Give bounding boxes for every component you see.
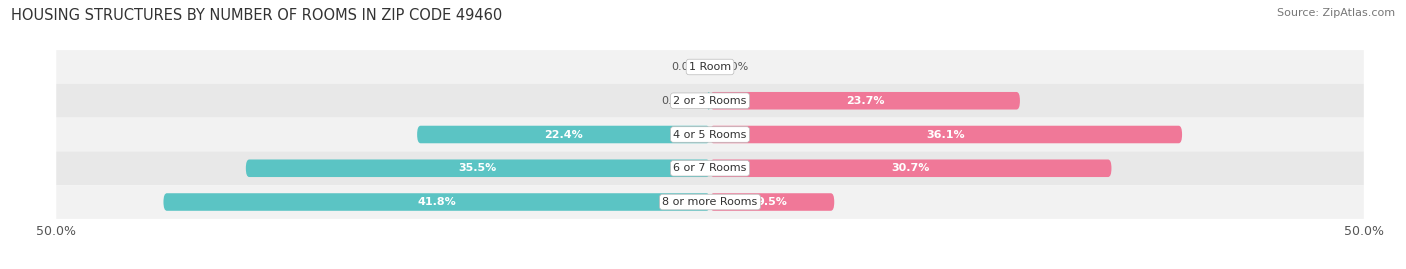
Text: 0.0%: 0.0%	[720, 62, 749, 72]
Text: 8 or more Rooms: 8 or more Rooms	[662, 197, 758, 207]
FancyBboxPatch shape	[56, 185, 1364, 219]
FancyBboxPatch shape	[710, 160, 1112, 177]
Text: 35.5%: 35.5%	[458, 163, 498, 173]
Text: 1 Room: 1 Room	[689, 62, 731, 72]
FancyBboxPatch shape	[710, 92, 1019, 109]
FancyBboxPatch shape	[246, 160, 710, 177]
FancyBboxPatch shape	[56, 151, 1364, 185]
Text: 30.7%: 30.7%	[891, 163, 929, 173]
FancyBboxPatch shape	[418, 126, 710, 143]
FancyBboxPatch shape	[710, 126, 1182, 143]
FancyBboxPatch shape	[56, 50, 1364, 84]
Legend: Owner-occupied, Renter-occupied: Owner-occupied, Renter-occupied	[574, 264, 846, 269]
Text: 41.8%: 41.8%	[418, 197, 456, 207]
Text: 22.4%: 22.4%	[544, 129, 583, 140]
Text: 0.0%: 0.0%	[671, 62, 700, 72]
Text: 4 or 5 Rooms: 4 or 5 Rooms	[673, 129, 747, 140]
Text: 9.5%: 9.5%	[756, 197, 787, 207]
Text: 23.7%: 23.7%	[846, 96, 884, 106]
Text: Source: ZipAtlas.com: Source: ZipAtlas.com	[1277, 8, 1395, 18]
Text: 36.1%: 36.1%	[927, 129, 966, 140]
FancyBboxPatch shape	[707, 92, 710, 109]
Text: 0.21%: 0.21%	[661, 96, 697, 106]
FancyBboxPatch shape	[163, 193, 710, 211]
FancyBboxPatch shape	[56, 84, 1364, 118]
FancyBboxPatch shape	[710, 193, 834, 211]
Text: 2 or 3 Rooms: 2 or 3 Rooms	[673, 96, 747, 106]
Text: 6 or 7 Rooms: 6 or 7 Rooms	[673, 163, 747, 173]
FancyBboxPatch shape	[56, 118, 1364, 151]
Text: HOUSING STRUCTURES BY NUMBER OF ROOMS IN ZIP CODE 49460: HOUSING STRUCTURES BY NUMBER OF ROOMS IN…	[11, 8, 502, 23]
